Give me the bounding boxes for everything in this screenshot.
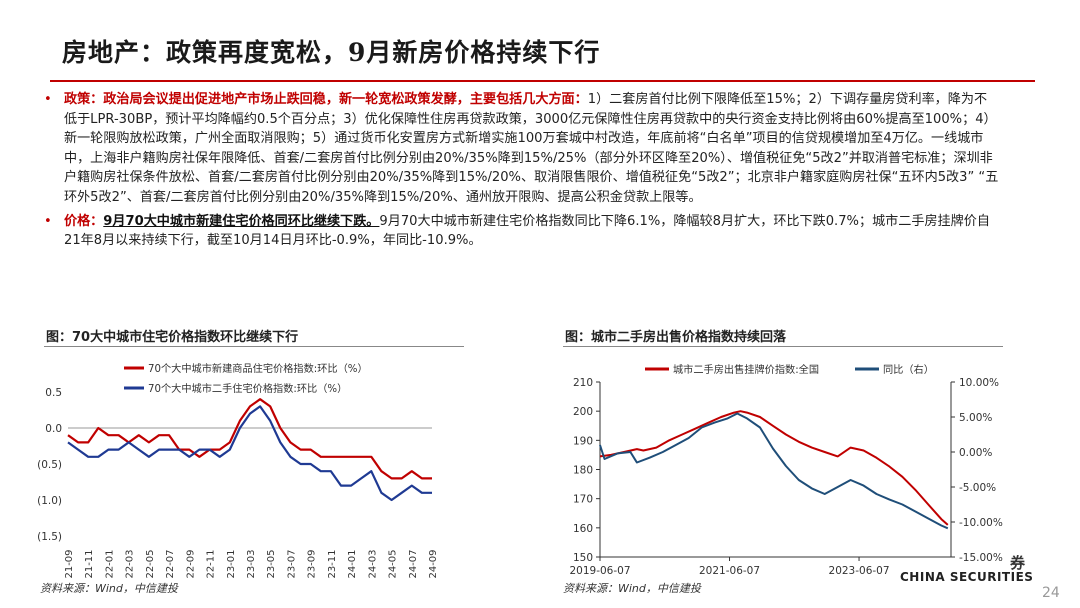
brand-logo-text: CHINA SECURITIES bbox=[900, 570, 1034, 584]
left-line-chart: 0.5 0.0 (0.5) (1.0) (1.5) 21-09 21-11 22-01 22-… bbox=[37, 362, 439, 579]
x-tick-label: 23-03 bbox=[246, 549, 257, 578]
x-tick-label: 24-03 bbox=[367, 549, 378, 578]
x-tick-label: 22-11 bbox=[206, 549, 217, 578]
y-left-tick-label: 180 bbox=[573, 465, 593, 477]
y-tick-label: 0.0 bbox=[45, 423, 62, 435]
bullet-dot-icon: • bbox=[44, 213, 52, 229]
title-divider bbox=[50, 80, 1035, 82]
yoy-change-line bbox=[599, 412, 949, 530]
y-left-tick-label: 210 bbox=[573, 377, 593, 389]
y-right-tick-label: 5.00% bbox=[959, 412, 992, 424]
page-number: 24 bbox=[1042, 585, 1060, 601]
x-tick-label: 23-01 bbox=[226, 549, 237, 578]
right-figure-divider bbox=[563, 346, 1003, 347]
y-right-tick-label: 0.00% bbox=[959, 447, 992, 459]
x-tick-label: 23-09 bbox=[307, 549, 318, 578]
y-left-tick-label: 150 bbox=[573, 552, 593, 564]
x-tick-label: 22-01 bbox=[104, 549, 115, 578]
slide-title: 房地产：政策再度宽松，9月新房价格持续下行 bbox=[62, 38, 601, 67]
y-tick-label: 0.5 bbox=[45, 387, 62, 399]
x-tick-label: 21-09 bbox=[64, 549, 75, 578]
y-tick-label: (0.5) bbox=[37, 459, 62, 471]
x-tick-label: 22-07 bbox=[165, 549, 176, 578]
x-tick-label: 24-09 bbox=[428, 549, 439, 578]
brand-logo-mark: 券 bbox=[1010, 554, 1026, 572]
x-tick-label: 23-11 bbox=[327, 549, 338, 578]
x-tick-label: 21-11 bbox=[84, 549, 95, 578]
policy-bullet: • 政策：政治局会议提出促进地产市场止跌回稳，新一轮宽松政策发酵，主要包括几大方… bbox=[44, 90, 999, 208]
left-source-note: 资料来源：Wind，中信建投 bbox=[40, 582, 178, 595]
x-tick-label: 22-05 bbox=[145, 549, 156, 578]
x-tick-label: 23-05 bbox=[266, 549, 277, 578]
price-lead: 价格： bbox=[64, 213, 104, 229]
bullet-list: • 政策：政治局会议提出促进地产市场止跌回稳，新一轮宽松政策发酵，主要包括几大方… bbox=[44, 90, 999, 251]
x-tick-label: 2019-06-07 bbox=[569, 565, 630, 577]
x-tick-label: 24-07 bbox=[408, 549, 419, 578]
policy-lead: 政策：政治局会议提出促进地产市场止跌回稳，新一轮宽松政策发酵，主要包括几大方面： bbox=[64, 92, 588, 107]
price-highlight: 9月70大中城市新建住宅价格同环比继续下跌。 bbox=[103, 213, 380, 229]
y-right-tick-label: -5.00% bbox=[959, 482, 996, 494]
price-bullet: • 价格：9月70大中城市新建住宅价格同环比继续下跌。9月70大中城市新建住宅价… bbox=[44, 212, 999, 251]
new-home-price-line bbox=[67, 398, 432, 480]
x-tick-label: 22-03 bbox=[125, 549, 136, 578]
bullet-dot-icon: • bbox=[44, 92, 52, 107]
x-tick-label: 2023-06-07 bbox=[829, 565, 890, 577]
y-tick-label: (1.5) bbox=[37, 531, 62, 543]
x-tick-label: 23-07 bbox=[286, 549, 297, 578]
resale-home-price-line bbox=[67, 405, 432, 502]
right-figure-title: 图：城市二手房出售价格指数持续回落 bbox=[565, 330, 787, 345]
y-tick-label: (1.0) bbox=[37, 495, 62, 507]
x-tick-label: 2021-06-07 bbox=[699, 565, 760, 577]
left-figure-divider bbox=[44, 346, 464, 347]
listing-price-index-line bbox=[599, 410, 949, 526]
y-left-tick-label: 200 bbox=[573, 406, 593, 418]
x-tick-label: 24-05 bbox=[388, 549, 399, 578]
right-line-chart: 210 200 190 180 170 160 150 10.00% 5.00% 0.00% -5… bbox=[569, 363, 1003, 577]
left-figure-title: 图：70大中城市住宅价格指数环比继续下行 bbox=[46, 330, 299, 345]
legend-label: 70个大中城市二手住宅价格指数:环比（%） bbox=[148, 382, 347, 395]
legend-label: 城市二手房出售挂牌价指数:全国 bbox=[673, 363, 819, 376]
y-right-tick-label: 10.00% bbox=[959, 377, 999, 389]
right-source-note: 资料来源：Wind，中信建投 bbox=[563, 582, 701, 595]
y-right-tick-label: -15.00% bbox=[959, 552, 1003, 564]
legend-label: 同比（右） bbox=[883, 363, 934, 376]
legend-label: 70个大中城市新建商品住宅价格指数:环比（%） bbox=[148, 362, 368, 375]
x-tick-label: 24-01 bbox=[347, 549, 358, 578]
policy-text: 1）二套房首付比例下限降低至15%；2）下调存量房贷利率，降为不低于LPR-30… bbox=[64, 92, 999, 205]
y-left-tick-label: 190 bbox=[573, 435, 593, 447]
y-right-tick-label: -10.00% bbox=[959, 517, 1003, 529]
y-left-tick-label: 160 bbox=[573, 523, 593, 535]
y-left-tick-label: 170 bbox=[573, 494, 593, 506]
price-text: 9月70大中城市新建住宅价格指数同比下降6.1%，降幅较8月扩大，环比下跌0.7… bbox=[64, 213, 990, 249]
x-tick-label: 22-09 bbox=[185, 549, 196, 578]
